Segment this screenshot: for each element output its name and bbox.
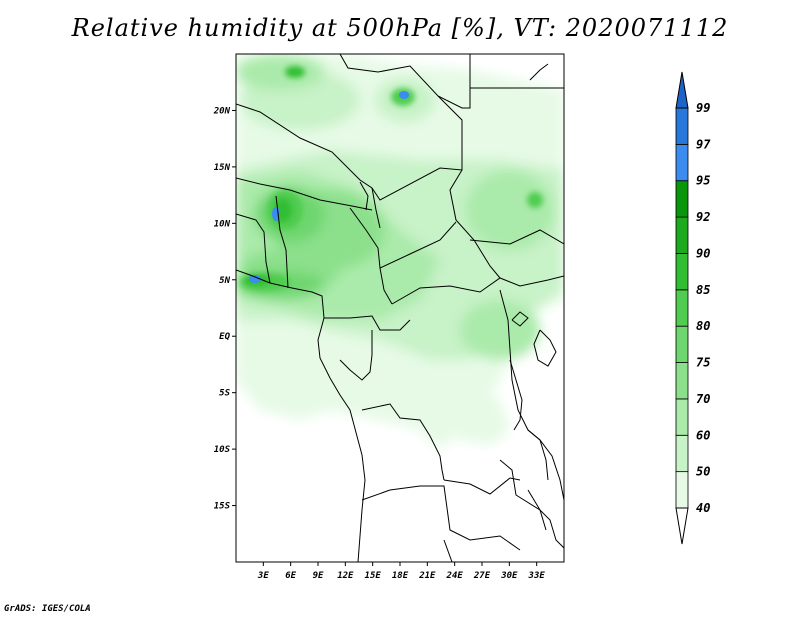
lat-tick-label: 5N <box>219 276 230 286</box>
latitude-axis: 20N 15N 10N 5N EQ 5S 10S 15S <box>213 106 236 512</box>
lon-tick-label: 21E <box>418 571 436 581</box>
lat-tick-label: 10S <box>214 445 231 455</box>
lon-tick-label: 30E <box>500 571 518 581</box>
colorbar-swatch <box>675 143 689 182</box>
colorbar-swatch <box>675 471 689 509</box>
lon-tick-label: 24E <box>446 571 464 581</box>
colorbar-swatch <box>675 362 689 400</box>
lat-tick-label: 20N <box>213 106 231 116</box>
colorbar-swatch <box>675 180 689 218</box>
colorbar-label: 75 <box>696 356 710 370</box>
lon-tick-label: 18E <box>392 571 409 581</box>
colorbar-label: 90 <box>696 246 710 260</box>
colorbar-under-arrow <box>675 507 689 545</box>
chart-title: Relative humidity at 500hPa [%], VT: 202… <box>71 14 729 42</box>
colorbar-label: 60 <box>696 428 710 442</box>
lon-tick-label: 12E <box>337 571 354 581</box>
lon-tick-label: 15E <box>365 571 382 581</box>
colorbar: 40 50 60 70 75 80 85 90 92 95 97 99 <box>675 71 711 545</box>
lon-tick-label: 9E <box>313 571 324 581</box>
colorbar-swatch <box>675 434 689 473</box>
lat-tick-label: 10N <box>214 219 231 229</box>
colorbar-label: 97 <box>696 137 711 151</box>
colorbar-label: 99 <box>696 101 710 115</box>
lat-tick-label: 15N <box>214 163 231 173</box>
colorbar-swatch <box>675 398 689 436</box>
colorbar-swatch <box>675 253 689 291</box>
colorbar-swatch <box>675 107 689 145</box>
lat-tick-label: 5S <box>219 389 230 399</box>
lon-tick-label: 33E <box>528 571 546 581</box>
longitude-axis: 3E 6E 9E 12E 15E 18E 21E 24E 27E 30E 33E <box>257 562 545 581</box>
lon-tick-label: 3E <box>257 571 269 581</box>
colorbar-swatch <box>675 289 689 327</box>
colorbar-label: 80 <box>696 319 710 333</box>
colorbar-label: 70 <box>696 392 710 406</box>
lat-tick-label: 15S <box>214 502 231 512</box>
lat-tick-label: EQ <box>219 332 230 342</box>
colorbar-label: 92 <box>696 210 710 224</box>
lon-tick-label: 6E <box>285 571 296 581</box>
colorbar-swatch <box>675 71 689 109</box>
colorbar-label: 40 <box>696 501 710 515</box>
humidity-field <box>236 54 564 562</box>
colorbar-label: 95 <box>696 174 710 188</box>
colorbar-label: 50 <box>696 465 710 479</box>
lon-tick-label: 27E <box>473 571 491 581</box>
colorbar-swatch <box>675 216 689 254</box>
coastlines-borders <box>236 54 564 562</box>
colorbar-swatch <box>675 325 689 363</box>
colorbar-label: 85 <box>696 283 710 297</box>
grads-credit: GrADS: IGES/COLA <box>4 604 91 614</box>
